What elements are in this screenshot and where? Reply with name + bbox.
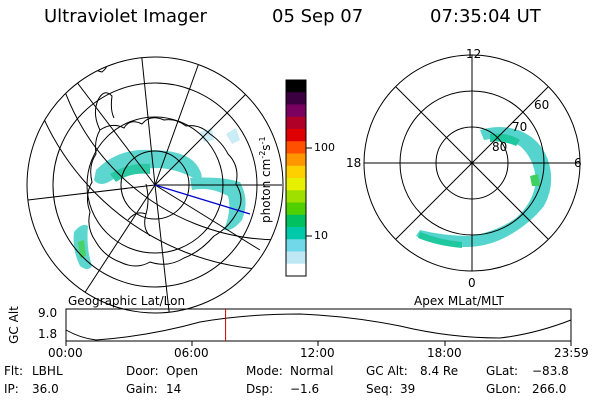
coastline	[85, 57, 242, 267]
flt-value: LBHL	[32, 364, 63, 378]
colorbar-swatch	[286, 251, 306, 265]
colorbar-swatch	[286, 92, 306, 105]
dsp-key: Dsp:	[246, 382, 274, 396]
colorbar-swatch	[286, 263, 306, 277]
colorbar-swatch	[286, 178, 306, 191]
gcalt-key: GC Alt:	[366, 364, 408, 378]
mlt-label-6: 6	[574, 156, 582, 170]
colorbar-swatch	[286, 129, 306, 142]
colorbar-swatch	[286, 202, 306, 216]
gain-value: 14	[166, 382, 182, 396]
time-label: 07:35:04 UT	[430, 6, 541, 27]
colorbar-swatch	[286, 214, 306, 228]
colorbar-swatch	[286, 116, 306, 130]
colorbar-unit: photon cm-2s-1	[258, 103, 274, 223]
glon-value: 266.0	[532, 382, 567, 396]
timeline-ylabel: GC Alt	[7, 306, 21, 344]
gain-key: Gain:	[126, 382, 158, 396]
date-label: 05 Sep 07	[272, 6, 364, 27]
timeline-xtick-0: 00:00	[48, 346, 83, 360]
timeline-ytick-high: 9.0	[38, 306, 58, 320]
mlt-label-18: 18	[346, 156, 362, 170]
door-key: Door:	[126, 364, 159, 378]
colorbar-swatch	[286, 227, 306, 240]
glat-key: GLat:	[486, 364, 519, 378]
colorbar-swatch	[286, 153, 306, 167]
ip-key: IP:	[4, 382, 19, 396]
timeline-xtick-3: 18:00	[427, 346, 462, 360]
colorbar-swatch	[286, 190, 306, 203]
colorbar-swatch	[286, 239, 306, 252]
timeline-xtick-2: 12:00	[300, 346, 335, 360]
mlat-label-70: 70	[512, 120, 528, 134]
magnetic-map	[363, 54, 581, 272]
mode-key: Mode:	[246, 364, 283, 378]
footer-row-1: Flt: LBHL Door: Open Mode: Normal GC Alt…	[0, 364, 600, 380]
colorbar-swatch	[286, 104, 306, 118]
altitude-timeline	[65, 308, 572, 346]
unit-mid: s	[259, 144, 273, 151]
seq-value: 39	[400, 382, 416, 396]
geographic-map	[26, 56, 284, 314]
glon-key: GLon:	[486, 382, 521, 396]
colorbar-swatch	[286, 141, 306, 154]
aurora-emission-right	[416, 127, 552, 248]
ip-value: 36.0	[32, 382, 59, 396]
colorbar	[285, 79, 307, 277]
flt-key: Flt:	[4, 364, 23, 378]
instrument-title: Ultraviolet Imager	[44, 6, 207, 27]
mlt-label-12: 12	[466, 47, 482, 61]
timeline-xtick-4: 23:59	[554, 346, 589, 360]
aurora-emission-left	[73, 128, 246, 269]
mode-value: Normal	[290, 364, 334, 378]
colorbar-frame	[285, 79, 307, 277]
timeline-xtick-1: 06:00	[174, 346, 209, 360]
colorbar-tick-10: 10	[314, 229, 328, 242]
unit-exp-2: -1	[258, 136, 267, 145]
unit-exp-1: -2	[258, 150, 267, 159]
timeline-ytick-low: 1.8	[38, 327, 58, 341]
colorbar-tick-100: 100	[314, 141, 335, 154]
mlt-label-0: 0	[468, 276, 476, 290]
mlat-label-60: 60	[534, 98, 550, 112]
glat-value: −83.8	[532, 364, 569, 378]
altitude-curve	[65, 313, 572, 341]
right-panel-label: Apex MLat/MLT	[414, 294, 504, 308]
dsp-value: −1.6	[290, 382, 320, 396]
footer-row-2: IP: 36.0 Gain: 14 Dsp: −1.6 Seq: 39 GLon…	[0, 382, 600, 398]
door-value: Open	[166, 364, 199, 378]
seq-key: Seq:	[366, 382, 393, 396]
gcalt-value: 8.4 Re	[420, 364, 459, 378]
track-line	[154, 184, 251, 215]
unit-text: photon cm	[259, 158, 273, 223]
colorbar-swatch	[286, 165, 306, 179]
colorbar-swatch	[286, 80, 306, 93]
left-panel-label: Geographic Lat/Lon	[68, 294, 186, 308]
mlat-label-80: 80	[492, 140, 508, 154]
